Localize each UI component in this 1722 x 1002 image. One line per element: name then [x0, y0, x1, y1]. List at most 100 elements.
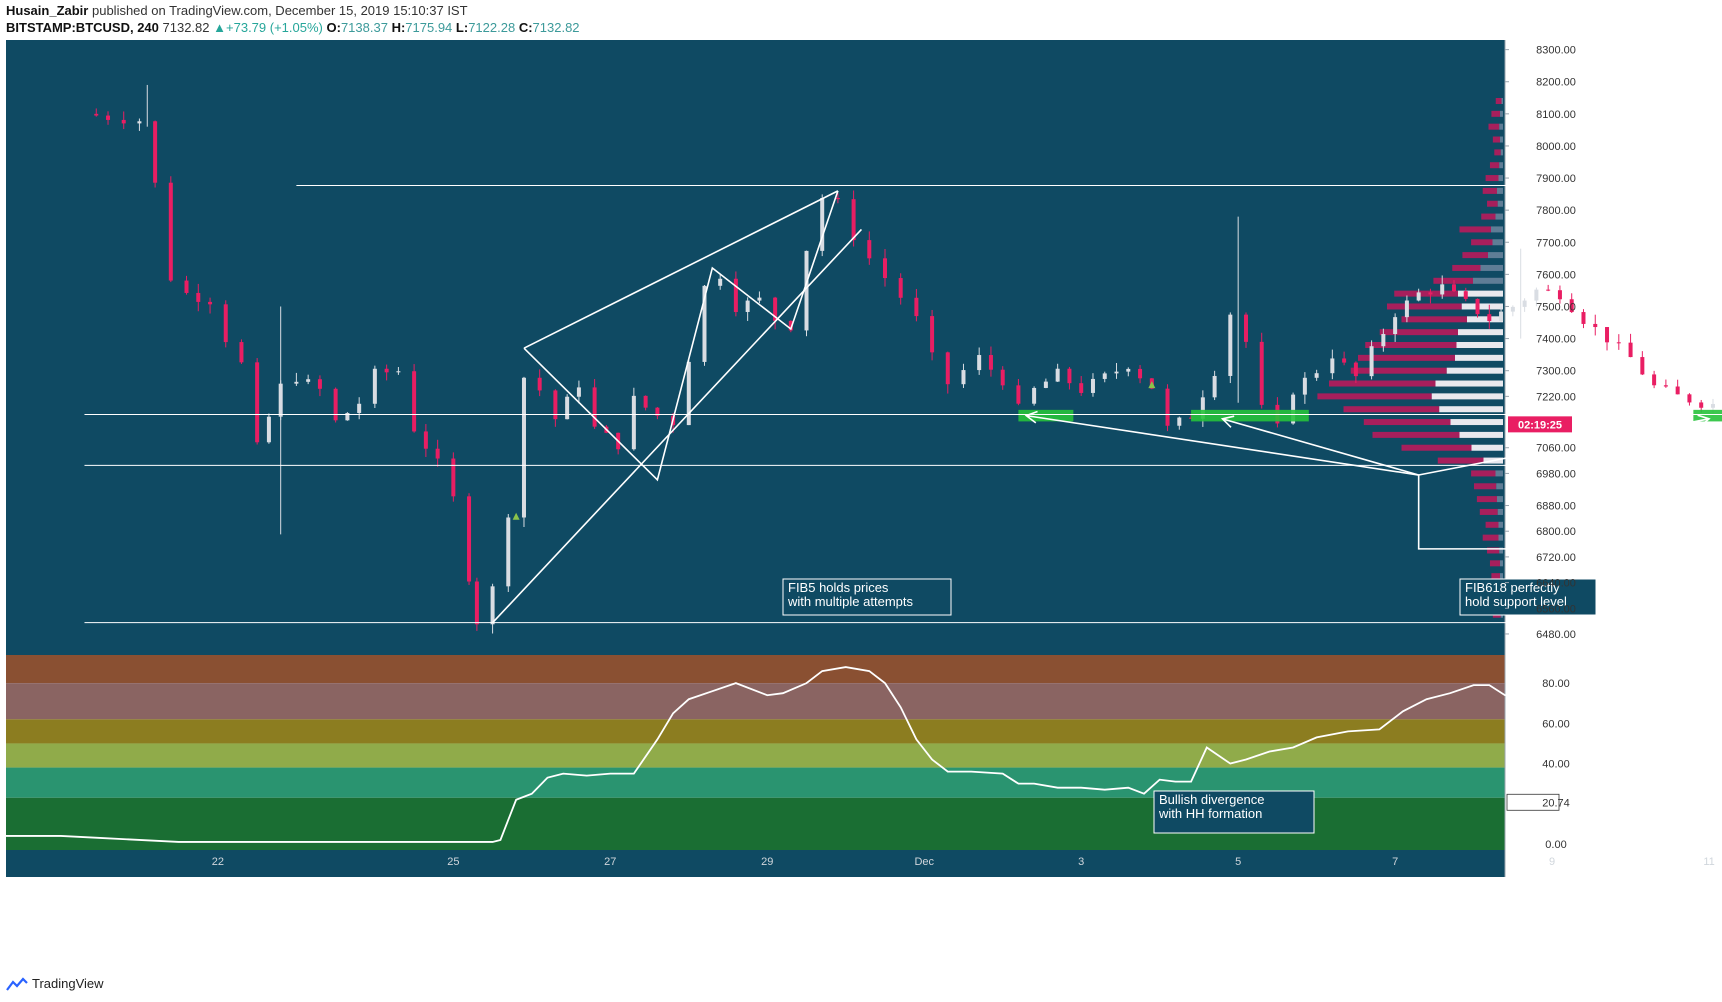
volume-bar-white — [1499, 547, 1503, 554]
volume-bar-red — [1495, 98, 1502, 104]
candle-body — [686, 361, 691, 426]
candle-body — [1628, 342, 1633, 358]
support-box-1 — [1191, 409, 1309, 422]
volume-bar-white — [1431, 393, 1503, 400]
volume-bar-red — [1459, 226, 1491, 233]
rsi-tick-label: 20.74 — [1542, 797, 1570, 809]
candle-body — [1381, 334, 1386, 347]
candle-body — [655, 407, 660, 416]
footer-brand[interactable]: TradingView — [32, 976, 104, 991]
candle-body — [1079, 383, 1084, 393]
candle-body — [1663, 385, 1668, 387]
rsi-current-badge — [1506, 793, 1560, 811]
price-tick-label: 7900.00 — [1536, 173, 1576, 185]
author-name[interactable]: Husain_Zabir — [6, 3, 89, 18]
candle-body — [835, 197, 840, 200]
fib5-arrow — [1026, 414, 1419, 476]
candle-body — [1369, 346, 1374, 377]
candle-body — [576, 387, 581, 397]
time-tick-label: 3 — [1078, 856, 1084, 868]
time-tick-label: Dec — [914, 856, 934, 868]
volume-bar-red — [1471, 239, 1493, 246]
candle-body — [435, 448, 440, 459]
volume-bar-red — [1379, 329, 1458, 336]
low-value: 7122.28 — [468, 20, 516, 35]
time-tick-label: 11 — [1703, 856, 1714, 868]
candle-body — [1605, 327, 1610, 343]
candle-body — [1016, 385, 1021, 404]
volume-bar-white — [1480, 264, 1503, 271]
high-label: H: — [391, 20, 406, 35]
candle-body — [506, 517, 511, 587]
candle-body — [1138, 368, 1143, 379]
volume-bar-white — [1491, 226, 1503, 233]
candle-body — [1675, 386, 1680, 395]
candle-body — [592, 387, 597, 427]
candle-body — [1393, 317, 1398, 335]
volume-bar-red — [1462, 252, 1488, 259]
candle-body — [1404, 300, 1409, 318]
volume-bar-white — [1439, 406, 1503, 413]
candle-body — [1302, 377, 1307, 395]
candle-body — [1569, 299, 1574, 313]
volume-bar-white — [1467, 316, 1503, 323]
candle-body — [121, 119, 126, 124]
candle-body — [1259, 341, 1264, 405]
candle-body — [1090, 378, 1095, 393]
volume-bar-white — [1488, 252, 1503, 259]
volume-bar-white — [1500, 573, 1503, 580]
candle-body — [223, 304, 228, 343]
volume-bar-white — [1500, 136, 1503, 143]
rsi-band-3 — [6, 743, 1505, 768]
price-tick-label: 8000.00 — [1536, 141, 1576, 153]
candle-body — [930, 316, 935, 353]
volume-bar-white — [1495, 470, 1503, 477]
price-tick-label: 8100.00 — [1536, 109, 1576, 121]
fib5-arrow — [1418, 418, 1710, 476]
volume-bar-red — [1491, 573, 1500, 580]
candle-body — [757, 297, 762, 301]
low-label: L: — [455, 20, 469, 35]
candle-body — [1416, 292, 1421, 301]
volume-bar-white — [1446, 367, 1503, 374]
candle-body — [490, 586, 495, 625]
candle-body — [1165, 388, 1170, 426]
candle-body — [1342, 358, 1347, 363]
price-tick-label: 6800.00 — [1536, 526, 1576, 538]
volume-bar-white — [1495, 213, 1503, 220]
volume-bar-white — [1501, 98, 1503, 104]
price-tick-label: 6880.00 — [1536, 501, 1576, 513]
candle-body — [1710, 404, 1715, 408]
arrow-head-icon — [1220, 415, 1235, 428]
footer: TradingView — [6, 976, 104, 991]
candle-body — [898, 278, 903, 298]
candle-body — [357, 403, 362, 413]
divergence-annotation-text: Bullish divergence — [1159, 792, 1265, 807]
candle-body — [451, 458, 456, 497]
fib618-annotation-text: hold support level — [1465, 594, 1567, 609]
candle-body — [773, 297, 778, 321]
candle-body — [372, 368, 377, 404]
candle-body — [1546, 289, 1551, 291]
volume-bar-white — [1497, 200, 1503, 207]
candle-body — [1640, 357, 1645, 375]
volume-bar-red — [1489, 560, 1500, 567]
candle-body — [196, 292, 201, 302]
fib5-annotation-text: with multiple attempts — [787, 594, 913, 609]
price-pane — [6, 40, 1505, 650]
candle-body — [788, 320, 793, 331]
volume-bar-white — [1500, 560, 1503, 567]
volume-bar-red — [1487, 200, 1498, 207]
volume-bar-white — [1461, 303, 1503, 310]
candle-body — [1244, 314, 1249, 342]
volume-bar-red — [1492, 136, 1500, 143]
candle-body — [153, 121, 158, 183]
time-tick-label: 9 — [1549, 856, 1555, 868]
volume-bar-red — [1491, 110, 1500, 117]
signal-triangle-icon — [512, 512, 520, 520]
symbol-label[interactable]: BITSTAMP:BTCUSD, 240 — [6, 20, 159, 35]
candle-body — [396, 371, 401, 373]
price-tick-label: 6720.00 — [1536, 552, 1576, 564]
candle-body — [1067, 368, 1072, 384]
